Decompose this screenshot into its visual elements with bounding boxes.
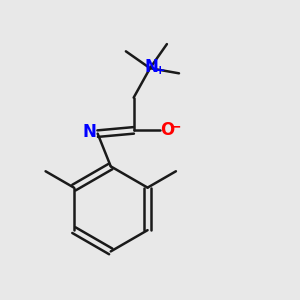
Text: N: N (145, 58, 159, 76)
Text: O: O (160, 122, 174, 140)
Text: N: N (82, 123, 96, 141)
Text: −: − (169, 119, 181, 134)
Text: +: + (154, 64, 165, 77)
